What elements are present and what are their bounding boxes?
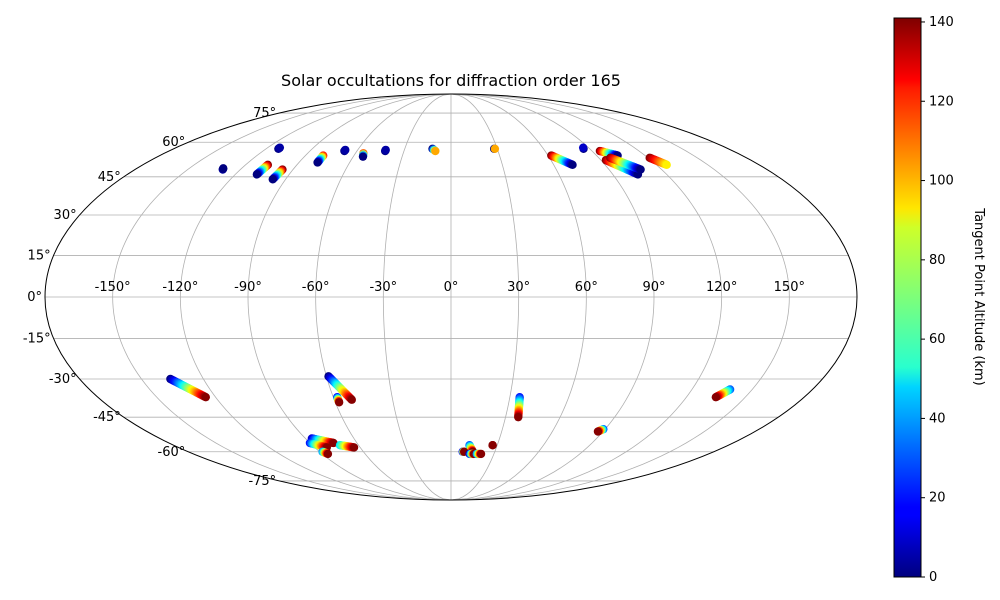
- occultation-point: [593, 427, 603, 436]
- occultation-point: [219, 164, 228, 173]
- colorbar-gradient: [893, 17, 922, 578]
- colorbar-tick-label: 120: [929, 94, 954, 109]
- colorbar-tick-label: 140: [929, 15, 954, 30]
- longitude-tick-label: 0°: [444, 280, 459, 295]
- latitude-tick-label: 45°: [98, 170, 121, 185]
- longitude-tick-label: -30°: [369, 280, 397, 295]
- latitude-tick-label: -75°: [248, 474, 276, 489]
- longitude-tick-label: -150°: [95, 280, 131, 295]
- longitude-tick-labels: -150° -120° -90° -60° -30° 0° 30° 60° 90° 120° 150…: [95, 280, 805, 295]
- latitude-tick-label: -15°: [23, 332, 51, 347]
- colorbar-tick-label: 100: [929, 174, 954, 189]
- colorbar-tick-label: 60: [929, 332, 946, 347]
- occultation-point: [431, 146, 440, 156]
- colorbar-label: Tangent Point Altitude (km): [971, 207, 986, 385]
- longitude-tick-label: -120°: [162, 280, 198, 295]
- occultation-point: [347, 395, 356, 404]
- occultation-point: [349, 443, 359, 452]
- longitude-tick-label: 60°: [575, 280, 598, 295]
- longitude-tick-label: 30°: [507, 280, 530, 295]
- occultation-points: [166, 143, 735, 459]
- occultation-point: [341, 145, 350, 155]
- occultation-point: [488, 441, 497, 450]
- latitude-tick-label: 15°: [28, 248, 51, 263]
- colorbar: 0 20 40 60 80 100 120 140 Tangent Point Altitud…: [893, 15, 986, 585]
- colorbar-tick-label: 0: [929, 570, 937, 585]
- longitude-tick-label: 90°: [642, 280, 665, 295]
- latitude-tick-label: 60°: [162, 135, 185, 150]
- longitude-tick-label: 150°: [774, 280, 805, 295]
- occultation-point: [578, 143, 588, 152]
- longitude-tick-label: -60°: [302, 280, 330, 295]
- occultation-point: [514, 412, 523, 422]
- occultation-point: [334, 398, 344, 407]
- latitude-tick-labels: 75° 60° 45° 30° 15° 0° -15° -30° -45° -60° -75°: [23, 106, 276, 489]
- occultation-point: [636, 165, 645, 174]
- colorbar-ticks: 0 20 40 60 80 100 120 140: [921, 15, 954, 585]
- occultation-point: [476, 449, 486, 459]
- occultation-point: [662, 160, 671, 170]
- occultation-point: [329, 438, 338, 448]
- colorbar-tick-label: 20: [929, 491, 946, 506]
- occultation-point: [568, 160, 577, 170]
- occultation-point: [323, 449, 333, 459]
- occultation-point: [268, 175, 277, 184]
- occultation-point: [358, 152, 368, 161]
- occultation-point: [313, 158, 322, 167]
- colorbar-tick-label: 40: [929, 411, 946, 426]
- longitude-tick-label: -90°: [234, 280, 262, 295]
- latitude-tick-label: 0°: [27, 290, 42, 305]
- map-boundary: [44, 93, 858, 501]
- occultation-point: [275, 143, 285, 152]
- occultation-point: [490, 144, 500, 153]
- latitude-tick-label: -45°: [93, 410, 121, 425]
- latitude-tick-label: -60°: [158, 445, 186, 460]
- colorbar-tick-label: 80: [929, 253, 946, 268]
- latitude-tick-label: 75°: [253, 106, 276, 121]
- latitude-tick-label: 30°: [54, 208, 77, 223]
- occultation-point: [252, 170, 262, 179]
- latitude-tick-label: -30°: [49, 372, 77, 387]
- occultation-point: [381, 145, 390, 155]
- longitude-tick-label: 120°: [706, 280, 737, 295]
- graticule: [45, 94, 857, 500]
- occultation-point: [201, 392, 210, 402]
- occultation-point: [711, 392, 721, 402]
- chart-title: Solar occultations for diffraction order…: [281, 71, 621, 90]
